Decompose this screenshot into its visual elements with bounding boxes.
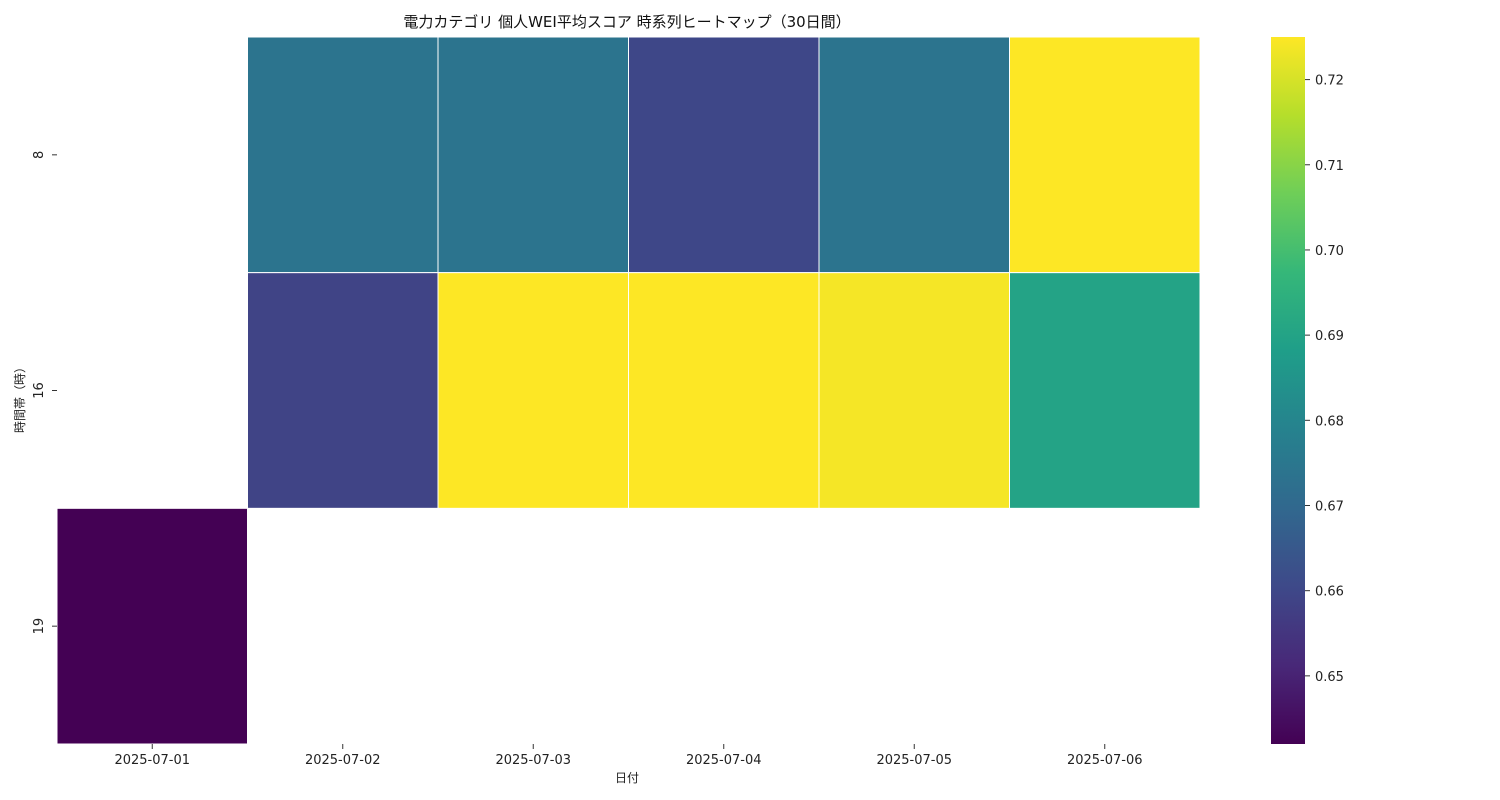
heatmap-cell [56, 507, 248, 745]
heatmap-cell [818, 272, 1010, 509]
y-tick-label: 16 [32, 382, 47, 399]
y-tick-label: 19 [32, 618, 47, 635]
y-axis-label: 時間帯（時） [13, 361, 27, 433]
colorbar-tick-label: 0.68 [1315, 414, 1344, 429]
colorbar [1271, 37, 1305, 744]
x-tick-label: 2025-07-01 [114, 753, 190, 768]
colorbar-ticks: 0.65 0.66 0.67 0.68 0.69 0.70 0.71 0.72 [1305, 74, 1344, 685]
heatmap-cell [628, 36, 820, 274]
x-tick-label: 2025-07-02 [305, 753, 381, 768]
colorbar-tick-label: 0.65 [1315, 670, 1344, 685]
heatmap-cell [437, 272, 629, 509]
colorbar-tick-label: 0.70 [1315, 244, 1344, 259]
heatmap-cell [1009, 272, 1201, 509]
x-axis-ticks: 2025-07-01 2025-07-02 2025-07-03 2025-07-04… [114, 744, 1143, 768]
heatmap-cells [56, 36, 1201, 745]
heatmap-cell [628, 272, 820, 509]
heatmap-cell [1009, 36, 1201, 274]
chart-title: 電力カテゴリ 個人WEI平均スコア 時系列ヒートマップ（30日間） [403, 13, 850, 31]
x-tick-label: 2025-07-05 [876, 753, 952, 768]
y-axis-ticks: 8 16 19 [32, 151, 57, 635]
heatmap-cell [818, 36, 1010, 274]
colorbar-tick-label: 0.66 [1315, 585, 1344, 600]
colorbar-tick-label: 0.71 [1315, 159, 1344, 174]
y-tick-label: 8 [32, 151, 47, 159]
x-tick-label: 2025-07-03 [495, 753, 571, 768]
x-tick-label: 2025-07-06 [1067, 753, 1143, 768]
colorbar-tick-label: 0.72 [1315, 74, 1344, 89]
x-tick-label: 2025-07-04 [686, 753, 762, 768]
colorbar-tick-label: 0.67 [1315, 499, 1344, 514]
heatmap-cell [247, 272, 439, 509]
x-axis-label: 日付 [615, 771, 639, 785]
heatmap-cell [437, 36, 629, 274]
heatmap-cell [247, 36, 439, 274]
colorbar-tick-label: 0.69 [1315, 329, 1344, 344]
